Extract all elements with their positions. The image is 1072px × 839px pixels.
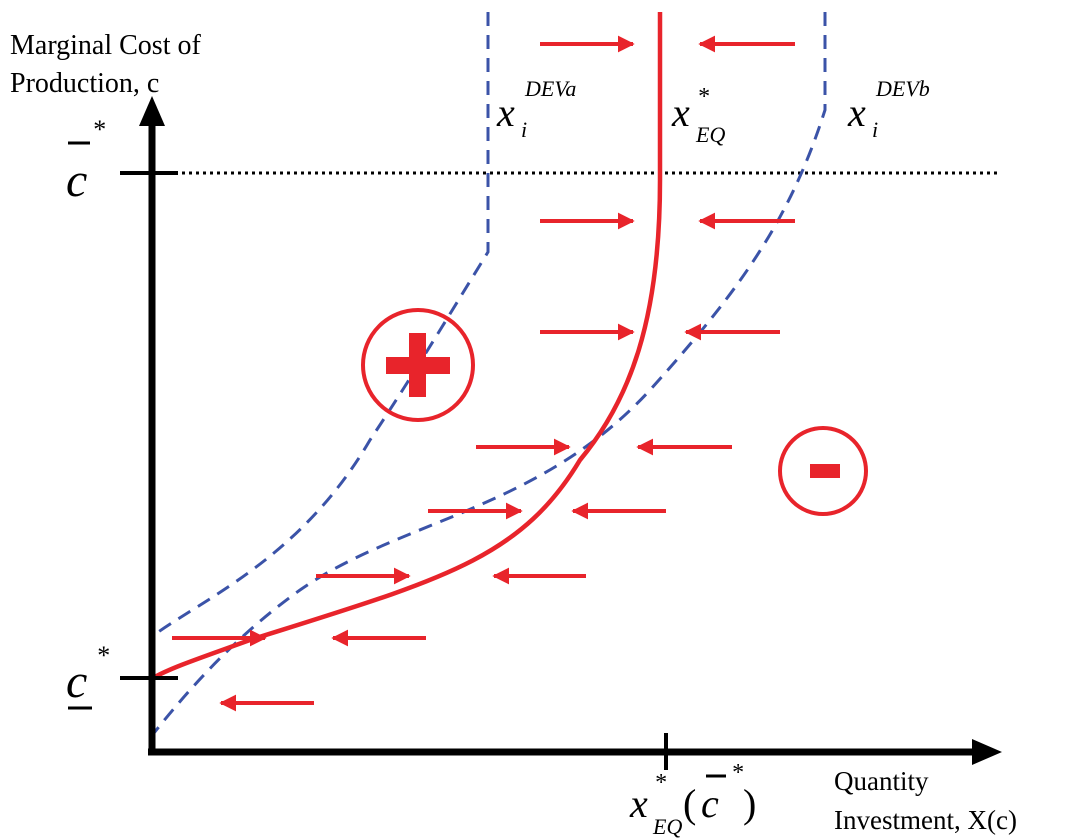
x-axis-arrowhead — [972, 739, 1002, 765]
svg-text:EQ: EQ — [695, 122, 725, 147]
y-tick-label-lower: c * — [66, 641, 109, 710]
svg-text:EQ: EQ — [652, 814, 682, 839]
minus-icon — [778, 426, 868, 516]
deviation-curve-b — [148, 12, 827, 739]
deviation-curve-a — [149, 12, 490, 640]
x-axis-label-line2: Investment, X(c) — [834, 805, 1017, 835]
svg-text:*: * — [92, 115, 105, 144]
svg-text:*: * — [96, 641, 109, 670]
y-axis-label-line1: Marginal Cost of — [10, 30, 201, 61]
svg-text:c: c — [66, 154, 87, 207]
x-axis-label-line1: Quantity — [834, 766, 929, 796]
svg-text:DEVa: DEVa — [524, 76, 576, 101]
svg-text:*: * — [654, 770, 666, 796]
svg-text:c: c — [701, 781, 719, 826]
x-tick-label-eq: x * EQ ( c * ) — [629, 760, 756, 839]
svg-text:(: ( — [683, 781, 696, 826]
svg-text:*: * — [697, 84, 709, 110]
adjustment-arrows — [172, 35, 795, 712]
svg-text:c: c — [66, 655, 87, 708]
curve-label-eq: x * EQ — [671, 84, 725, 147]
equilibrium-curve — [150, 12, 663, 748]
svg-text:x: x — [671, 90, 690, 135]
svg-text:i: i — [521, 117, 527, 142]
plus-icon — [361, 308, 475, 422]
svg-text:): ) — [743, 781, 756, 826]
svg-text:*: * — [731, 760, 743, 786]
curve-label-dev-a: x DEVa i — [496, 76, 576, 142]
svg-text:DEVb: DEVb — [875, 76, 930, 101]
y-axis-arrowhead — [139, 96, 165, 126]
svg-text:x: x — [847, 90, 866, 135]
svg-text:x: x — [496, 90, 515, 135]
svg-text:i: i — [872, 117, 878, 142]
y-tick-label-upper: c * — [66, 115, 105, 207]
curve-label-dev-b: x DEVb i — [847, 76, 930, 142]
svg-text:x: x — [629, 781, 648, 826]
y-axis-label-line2: Production, c — [10, 68, 159, 99]
